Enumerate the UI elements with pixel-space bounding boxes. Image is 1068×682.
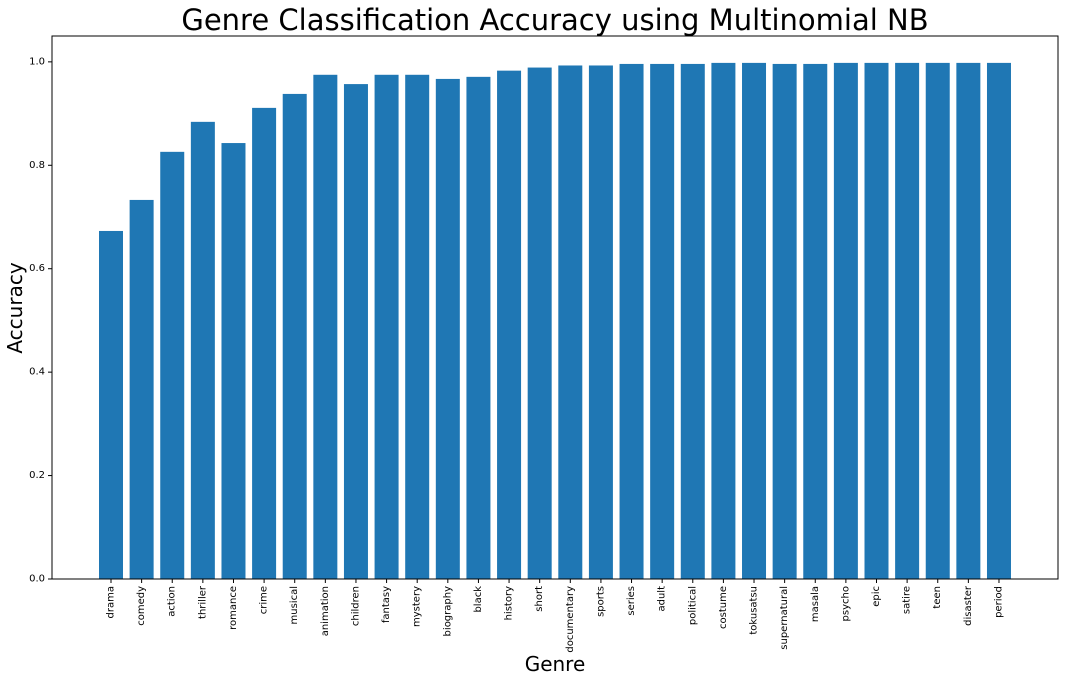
bar-comedy — [129, 199, 154, 579]
x-tick-label-history: history — [504, 586, 515, 620]
x-tick-label-comedy: comedy — [136, 586, 147, 626]
bar-animation — [313, 74, 338, 579]
y-axis-label: Accuracy — [3, 262, 27, 353]
bar-costume — [711, 62, 736, 579]
y-tick-label: 0.4 — [29, 367, 45, 378]
bar-mystery — [405, 74, 430, 579]
bar-disaster — [956, 62, 981, 579]
x-tick-label-masala: masala — [810, 586, 821, 622]
bar-sports — [588, 65, 613, 580]
x-tick-label-satire: satire — [902, 586, 913, 614]
x-axis-label: Genre — [525, 652, 586, 676]
x-tick-label-fantasy: fantasy — [381, 586, 392, 623]
x-tick-label-period: period — [993, 586, 1004, 618]
x-axis: drama comedy action thriller romance crime mus… — [106, 579, 1004, 653]
x-tick-label-crime: crime — [259, 586, 270, 614]
bars-layer — [99, 62, 1011, 580]
y-tick-label: 1.0 — [29, 56, 45, 67]
y-axis: 0.0 0.2 0.4 0.6 0.8 1.0 — [29, 56, 52, 585]
x-tick-label-musical: musical — [289, 586, 300, 624]
x-tick-label-thriller: thriller — [197, 585, 208, 619]
bar-thriller — [190, 121, 215, 579]
chart-title: Genre Classification Accuracy using Mult… — [181, 3, 928, 37]
x-tick-label-black: black — [473, 586, 484, 613]
x-tick-label-adult: adult — [657, 586, 668, 612]
bar-romance — [221, 143, 246, 580]
y-tick-label: 0.2 — [29, 470, 45, 481]
bar-fantasy — [374, 74, 399, 579]
bar-satire — [895, 62, 920, 579]
bar-adult — [650, 63, 675, 580]
bar-tokusatsu — [742, 62, 767, 579]
x-tick-label-epic: epic — [871, 586, 882, 607]
bar-musical — [282, 93, 307, 580]
bar-political — [680, 63, 705, 580]
bar-drama — [99, 230, 123, 579]
x-tick-label-children: children — [350, 586, 361, 626]
x-tick-label-drama: drama — [106, 586, 117, 618]
bar-action — [160, 151, 185, 579]
y-tick-label: 0.0 — [29, 574, 45, 585]
bar-epic — [864, 62, 889, 579]
x-tick-label-political: political — [687, 586, 698, 625]
bar-history — [497, 70, 522, 580]
x-tick-label-costume: costume — [718, 586, 729, 629]
bar-black — [466, 76, 491, 579]
bar-documentary — [558, 65, 583, 580]
x-tick-label-psycho: psycho — [840, 586, 851, 621]
bar-short — [527, 67, 552, 580]
bar-supernatural — [772, 63, 797, 580]
x-tick-label-tokusatsu: tokusatsu — [749, 586, 760, 635]
x-tick-label-short: short — [534, 586, 545, 612]
bar-series — [619, 63, 644, 580]
x-tick-label-romance: romance — [228, 586, 239, 630]
x-tick-label-supernatural: supernatural — [779, 586, 790, 650]
bar-period — [986, 62, 1011, 579]
y-tick-label: 0.6 — [29, 263, 45, 274]
x-tick-label-disaster: disaster — [963, 585, 974, 626]
x-tick-label-action: action — [167, 586, 178, 617]
bar-biography — [435, 78, 460, 580]
bar-teen — [925, 62, 950, 579]
y-tick-label: 0.8 — [29, 160, 45, 171]
x-tick-label-documentary: documentary — [565, 586, 576, 653]
x-tick-label-sports: sports — [595, 586, 606, 617]
x-tick-label-teen: teen — [932, 586, 943, 609]
bar-children — [343, 84, 368, 579]
x-tick-label-mystery: mystery — [412, 586, 423, 627]
bar-masala — [803, 63, 828, 580]
bar-psycho — [833, 62, 858, 579]
x-tick-label-animation: animation — [320, 586, 331, 636]
plot-frame — [51, 35, 1059, 580]
x-tick-label-biography: biography — [442, 586, 453, 637]
bar-crime — [252, 107, 277, 579]
x-tick-label-series: series — [626, 586, 637, 616]
